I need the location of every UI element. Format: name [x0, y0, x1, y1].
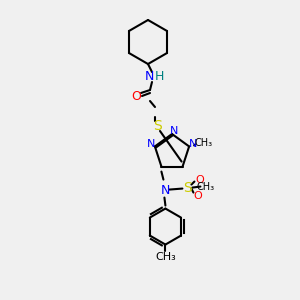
Text: N: N — [189, 140, 197, 149]
Text: S: S — [183, 181, 192, 195]
Text: O: O — [193, 190, 202, 201]
Text: CH₃: CH₃ — [155, 252, 176, 262]
Text: O: O — [131, 89, 141, 103]
Text: S: S — [154, 119, 162, 133]
Text: CH₃: CH₃ — [194, 138, 212, 148]
Text: N: N — [147, 140, 155, 149]
Text: O: O — [195, 175, 204, 184]
Text: N: N — [144, 70, 154, 83]
Text: CH₃: CH₃ — [196, 182, 214, 192]
Text: N: N — [161, 184, 170, 197]
Text: H: H — [154, 70, 164, 83]
Text: N: N — [170, 126, 178, 136]
